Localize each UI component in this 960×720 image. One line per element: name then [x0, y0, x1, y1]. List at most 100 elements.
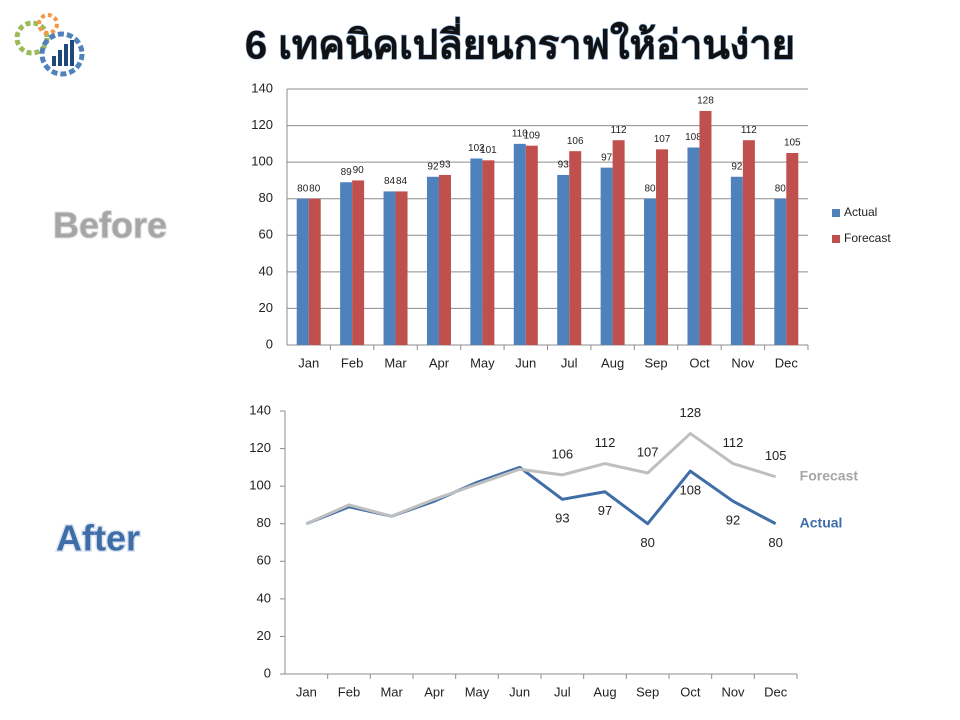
y-tick-label: 20	[259, 300, 273, 315]
bar	[656, 149, 669, 345]
data-label: 106	[567, 136, 584, 147]
before-label: Before	[53, 205, 167, 246]
y-tick-label: 60	[257, 553, 271, 568]
data-label: 90	[353, 165, 365, 176]
series-label: Actual	[800, 514, 843, 530]
bar	[340, 182, 353, 345]
bar	[687, 147, 700, 345]
data-label: 80	[309, 183, 321, 194]
x-tick-label: Aug	[601, 355, 624, 370]
line	[305, 432, 777, 526]
x-tick-label: Sep	[636, 684, 659, 699]
data-label: 92	[726, 513, 740, 528]
slide-title: 6 เทคนิคเปลี่ยนกราฟให้อ่านง่าย	[245, 17, 795, 68]
x-tick-label: Jan	[298, 355, 319, 370]
y-tick-label: 140	[251, 80, 273, 95]
bar	[612, 140, 625, 345]
bar	[426, 176, 439, 345]
data-label: 110	[512, 128, 528, 139]
data-label: 112	[723, 435, 744, 450]
x-tick-label: Feb	[338, 684, 360, 699]
legend-swatch	[832, 209, 840, 217]
data-label: 80	[297, 183, 309, 194]
data-label: 89	[341, 167, 353, 178]
y-tick-label: 0	[264, 665, 271, 680]
y-tick-label: 40	[259, 263, 273, 278]
bar	[557, 174, 570, 345]
legend-label: Actual	[844, 205, 877, 219]
y-tick-label: 20	[257, 628, 271, 643]
y-tick-label: 120	[249, 440, 271, 455]
data-label: 97	[598, 503, 612, 518]
bar	[383, 191, 396, 345]
bar	[644, 198, 657, 345]
data-label: 80	[640, 535, 654, 550]
bar	[438, 174, 451, 345]
data-label: 92	[427, 161, 439, 172]
x-tick-label: Jul	[561, 355, 578, 370]
legend-label: Forecast	[844, 231, 891, 245]
data-label: 109	[523, 130, 540, 141]
bar	[569, 151, 582, 345]
data-label: 106	[551, 446, 573, 461]
data-label: 128	[697, 96, 714, 107]
x-tick-label: Feb	[341, 355, 363, 370]
x-tick-label: Mar	[384, 355, 407, 370]
x-tick-label: Oct	[689, 355, 710, 370]
data-label: 93	[558, 160, 570, 171]
data-label: 128	[679, 405, 701, 420]
bar	[699, 110, 712, 345]
data-label: 108	[685, 132, 702, 143]
x-tick-label: May	[470, 355, 495, 370]
x-tick-label: May	[465, 684, 490, 699]
bar	[513, 143, 526, 345]
y-tick-label: 100	[251, 154, 273, 169]
line	[305, 465, 777, 526]
bar	[742, 140, 755, 345]
bar	[296, 198, 309, 345]
y-tick-label: 140	[249, 402, 271, 417]
data-label: 102	[468, 143, 485, 154]
bar	[395, 191, 408, 345]
data-label: 84	[384, 176, 396, 187]
data-label: 93	[555, 511, 569, 526]
bar	[352, 180, 365, 345]
data-label: 105	[784, 138, 801, 149]
y-tick-label: 60	[259, 227, 273, 242]
data-label: 80	[644, 183, 656, 194]
x-tick-label: Jul	[554, 684, 571, 699]
x-tick-label: Jun	[509, 684, 530, 699]
bar	[308, 198, 321, 345]
y-tick-label: 80	[259, 190, 273, 205]
x-tick-label: Aug	[593, 684, 616, 699]
data-label: 107	[637, 444, 659, 459]
x-tick-label: Nov	[731, 355, 755, 370]
data-label: 84	[396, 176, 408, 187]
logo	[14, 13, 85, 77]
data-label: 105	[765, 448, 787, 463]
data-label: 80	[775, 183, 787, 194]
y-tick-label: 120	[251, 117, 273, 132]
x-tick-label: Apr	[429, 355, 450, 370]
x-tick-label: Mar	[380, 684, 403, 699]
data-label: 80	[768, 535, 782, 550]
x-tick-label: Sep	[644, 355, 667, 370]
data-label: 107	[654, 134, 671, 145]
x-tick-label: Oct	[680, 684, 701, 699]
bar	[482, 160, 495, 345]
data-label: 97	[601, 152, 613, 163]
x-tick-label: Dec	[775, 355, 799, 370]
x-tick-label: Dec	[764, 684, 788, 699]
legend-swatch	[832, 235, 840, 243]
data-label: 112	[595, 435, 616, 450]
data-label: 101	[480, 145, 497, 156]
data-label: 112	[741, 125, 757, 136]
bar	[600, 167, 613, 345]
bar	[774, 198, 787, 345]
y-tick-label: 40	[257, 590, 271, 605]
bar	[786, 153, 799, 345]
y-tick-label: 80	[257, 515, 271, 530]
series-label: Forecast	[800, 467, 859, 483]
x-tick-label: Nov	[721, 684, 745, 699]
